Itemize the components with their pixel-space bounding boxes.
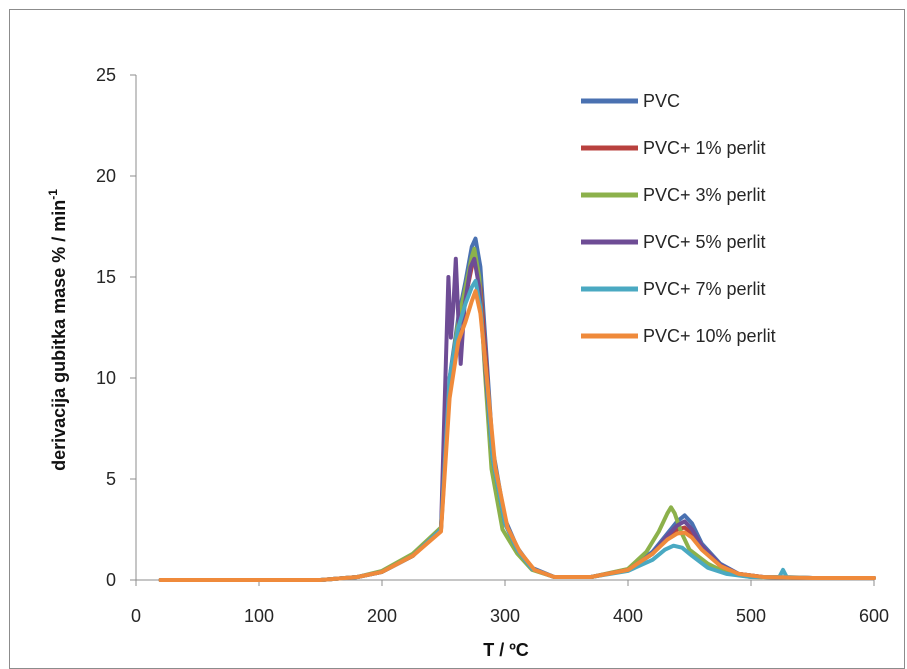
x-tick-label: 200 — [367, 606, 397, 626]
series-line-1 — [158, 254, 876, 582]
y-tick-label: 15 — [96, 267, 116, 287]
series-line-3 — [158, 256, 876, 582]
legend-label-4: PVC+ 7% perlit — [643, 279, 766, 299]
y-tick-label: 10 — [96, 368, 116, 388]
x-ticks: 0 100 200 300 400 500 600 — [131, 580, 889, 626]
x-tick-label: 600 — [859, 606, 889, 626]
y-tick-label: 0 — [106, 570, 116, 590]
legend: PVC PVC+ 1% perlit PVC+ 3% perlit PVC+ 5% p… — [581, 91, 776, 346]
y-ticks: 0 5 10 15 20 25 — [96, 65, 136, 590]
legend-label-0: PVC — [643, 91, 680, 111]
x-tick-label: 400 — [613, 606, 643, 626]
y-tick-label: 20 — [96, 166, 116, 186]
legend-label-3: PVC+ 5% perlit — [643, 232, 766, 252]
y-axis-title: derivacija gubitka mase % / min-1 — [46, 189, 69, 471]
x-axis-title: T / ºC — [483, 640, 529, 660]
y-tick-label: 5 — [106, 469, 116, 489]
y-axis-title-superscript: -1 — [46, 189, 60, 200]
series-group — [158, 236, 876, 582]
y-axis-title-main: derivacija gubitka mase % / min — [49, 200, 69, 471]
series-line-2 — [158, 246, 876, 582]
legend-label-5: PVC+ 10% perlit — [643, 326, 776, 346]
x-tick-label: 300 — [490, 606, 520, 626]
legend-label-2: PVC+ 3% perlit — [643, 185, 766, 205]
series-line-5 — [158, 289, 876, 582]
y-tick-label: 25 — [96, 65, 116, 85]
legend-label-1: PVC+ 1% perlit — [643, 138, 766, 158]
x-tick-label: 100 — [244, 606, 274, 626]
x-tick-label: 500 — [736, 606, 766, 626]
x-tick-label: 0 — [131, 606, 141, 626]
series-line-0 — [158, 236, 876, 582]
